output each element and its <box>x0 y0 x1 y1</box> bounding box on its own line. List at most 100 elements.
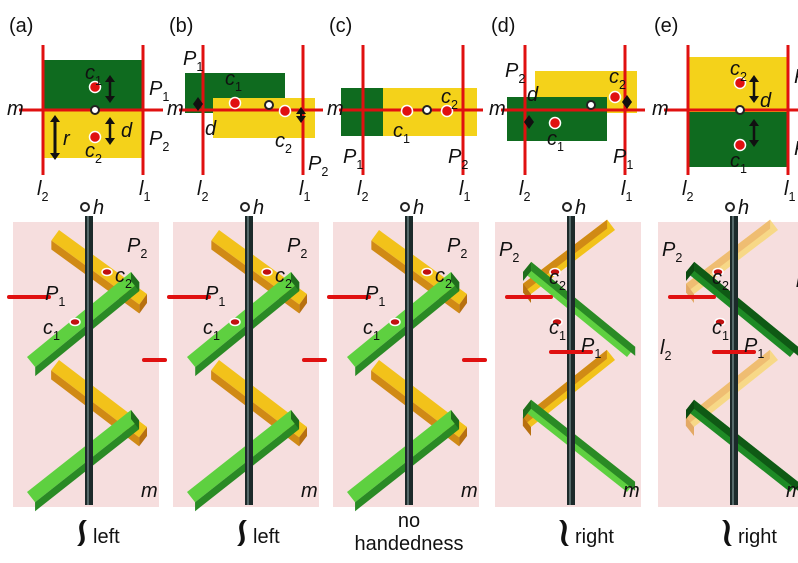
arrow-d-bot-head-down <box>105 138 115 145</box>
left-helix-icon <box>77 520 87 546</box>
label-l2: l2 <box>197 178 208 204</box>
handedness-caption: left <box>77 520 120 548</box>
bar-P2-lower-end <box>139 427 147 447</box>
panel-label: (a) <box>9 15 33 37</box>
bar-P2-lower-end <box>459 427 467 447</box>
helix-axis-rod <box>85 216 93 505</box>
label-P2: P2 <box>448 146 468 172</box>
label-P2-3d: P2 <box>127 235 147 261</box>
label-l1: l1 <box>784 178 795 204</box>
label-m: m <box>489 98 506 120</box>
label-m: m <box>167 98 184 120</box>
label-l2: l2 <box>37 178 48 204</box>
panel-label: (e) <box>654 15 678 37</box>
panel-label: (d) <box>491 15 515 37</box>
axis-h-marker <box>586 100 596 110</box>
caption-text: left <box>93 526 120 548</box>
label-c1-3d: c1 <box>549 317 566 343</box>
label-d: d <box>760 90 772 112</box>
arrow-d-top-head-down <box>105 96 115 103</box>
label-c1-3d: c1 <box>203 317 220 343</box>
arrow-d-left <box>193 97 203 111</box>
label-P2: P2 <box>149 128 169 154</box>
bar-P2-lower-front <box>685 349 770 426</box>
label-c2-3d: c2 <box>712 267 729 293</box>
bar-P1-lower-top <box>27 410 140 503</box>
label-P2-3d: P2 <box>499 239 519 265</box>
bar-P2-upper-end <box>139 294 147 314</box>
label-r: r <box>63 128 71 150</box>
label-h: h <box>253 197 264 219</box>
centroid-c1-3d <box>69 317 81 327</box>
panel-a: (a) m l2 l1 c1 c2 r d P1 P2 h c2 c1 P2 P1 m left <box>7 15 169 548</box>
label-h: h <box>413 197 424 219</box>
label-h: h <box>738 197 749 219</box>
axis-h-marker <box>422 105 432 115</box>
label-c1-3d: c1 <box>363 317 380 343</box>
left-helix-icon <box>237 520 247 546</box>
centroid-c1-3d <box>551 317 563 327</box>
arrow-d-left-head-down <box>524 122 534 129</box>
bar-P1-upper-end <box>686 261 695 281</box>
label-P1-3d: P1 <box>45 283 65 309</box>
bar-P1-upper-end <box>451 272 460 292</box>
arrow-d-top-head-up <box>105 75 115 82</box>
label-P2: P2 <box>794 66 798 92</box>
centroid-c1-3d <box>714 317 726 327</box>
arrow-d-top <box>749 75 759 103</box>
panel-label: (c) <box>329 15 352 37</box>
label-l2: l2 <box>682 178 693 204</box>
bar-P1-upper-end <box>291 272 300 292</box>
centroid-c1-3d <box>389 317 401 327</box>
label-P1-3d: P1 <box>365 283 385 309</box>
label-c2: c2 <box>730 58 747 84</box>
label-m-3d: m <box>623 480 640 502</box>
top-schematic: m l2 l1 c1 c2 P1 P2 d <box>167 45 328 204</box>
caption-line-1: no <box>398 510 420 532</box>
arrow-d-left-head-up <box>193 97 203 104</box>
label-l2: l2 <box>357 178 368 204</box>
arrow-d-top-head-up <box>749 75 759 82</box>
arrow-d-right-head-down <box>296 116 306 123</box>
bar-P1-upper-top <box>187 272 300 368</box>
bar-P1-lower <box>523 399 636 492</box>
helix-view: h c2 c1 P2 P1 m <box>495 197 641 507</box>
bar-P2-upper-end <box>299 294 307 314</box>
arrow-d-right-head-up <box>296 107 306 114</box>
arrow-d-left-head-down <box>193 104 203 111</box>
label-h: h <box>93 197 104 219</box>
label-d: d <box>527 84 539 106</box>
label-m: m <box>7 98 24 120</box>
label-d: d <box>205 118 217 140</box>
label-m: m <box>327 98 344 120</box>
bar-P1-lower-top <box>187 410 300 503</box>
label-m-3d: m <box>786 480 798 502</box>
caption-text: left <box>253 526 280 548</box>
bar-P1-lower-end <box>451 410 460 430</box>
top-schematic: m l2 l1 c1 c2 r d P1 P2 <box>7 45 169 204</box>
arrow-d-left-head-up <box>524 115 534 122</box>
label-l1: l1 <box>139 178 150 204</box>
label-c2-3d: c2 <box>549 267 566 293</box>
arrow-d-right <box>296 107 306 123</box>
label-l2: l2 <box>519 178 530 204</box>
bar-P2-upper-end <box>459 294 467 314</box>
top-schematic: m l2 l1 c2 c1 d P2 P1 <box>652 45 798 204</box>
panel-b: (b) m l2 l1 c1 c2 P1 P2 d h c2 c1 P2 P1 m left <box>167 15 328 548</box>
bar-P1-lower <box>686 399 798 492</box>
centroid-c1-3d <box>229 317 241 327</box>
label-l1-3d: l1 <box>796 270 798 296</box>
h-axis-symbol <box>562 202 572 212</box>
label-c1: c1 <box>225 68 242 94</box>
label-m-3d: m <box>141 480 158 502</box>
label-h: h <box>575 197 586 219</box>
arrow-d-left <box>524 115 534 129</box>
label-P1: P1 <box>794 138 798 164</box>
label-c2-3d: c2 <box>435 265 452 291</box>
label-l2-3d: l2 <box>660 337 671 363</box>
label-l1: l1 <box>459 178 470 204</box>
label-c1: c1 <box>547 128 564 154</box>
